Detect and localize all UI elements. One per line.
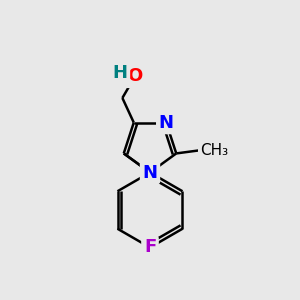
Text: F: F [144,238,156,256]
Text: N: N [159,114,174,132]
Text: O: O [128,68,142,85]
Text: CH₃: CH₃ [200,143,228,158]
Text: N: N [142,164,158,181]
Text: H: H [112,64,128,82]
